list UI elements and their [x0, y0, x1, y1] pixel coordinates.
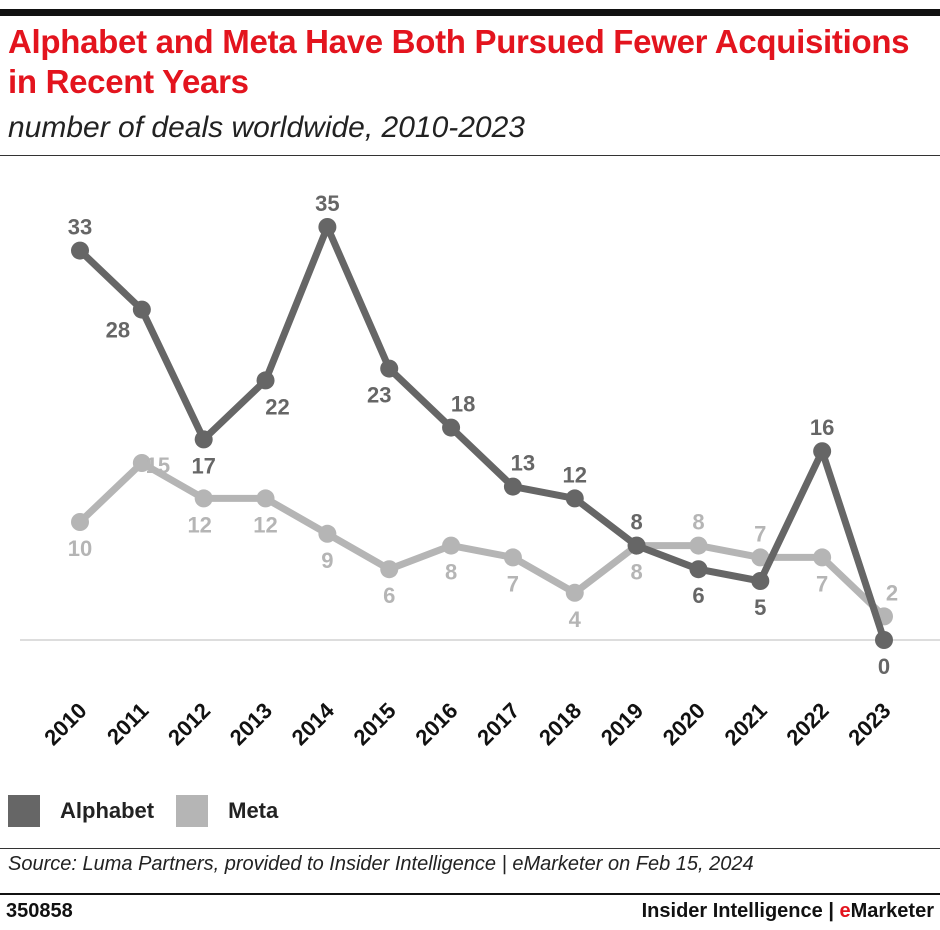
data-point-meta: [565, 583, 584, 602]
series-line-alphabet: [77, 223, 888, 642]
x-tick-label: 2015: [348, 698, 400, 750]
chart-id: 350858: [6, 900, 73, 922]
data-point-meta: [503, 548, 522, 567]
data-point-alphabet: [751, 572, 770, 590]
x-tick-label: 2021: [720, 698, 772, 750]
data-label-meta: 7: [816, 571, 828, 596]
divider: [0, 848, 940, 849]
data-label-alphabet: 23: [367, 383, 391, 408]
series-line-meta: [77, 459, 887, 619]
data-point-alphabet: [194, 430, 213, 449]
chart-subtitle: number of deals worldwide, 2010-2023: [8, 111, 525, 144]
x-tick-label: 2020: [658, 698, 710, 750]
x-tick-label: 2022: [781, 698, 833, 750]
top-bar: [0, 9, 940, 16]
data-point-alphabet: [442, 418, 461, 437]
data-label-meta: 7: [507, 571, 519, 596]
data-label-alphabet: 18: [451, 392, 475, 417]
data-label-meta: 2: [886, 580, 898, 605]
data-point-alphabet: [875, 631, 893, 649]
data-point-alphabet: [132, 300, 151, 319]
data-point-meta: [689, 536, 708, 555]
x-tick-label: 2010: [39, 698, 91, 750]
x-tick-label: 2023: [843, 698, 895, 750]
legend-swatch-meta: [176, 795, 209, 827]
data-point-meta: [813, 548, 832, 567]
data-point-alphabet: [813, 442, 832, 461]
legend: Alphabet Meta: [8, 795, 278, 827]
data-point-meta: [751, 548, 770, 567]
data-label-alphabet: 5: [754, 595, 766, 620]
x-tick-label: 2018: [534, 698, 586, 750]
data-point-alphabet: [380, 359, 399, 378]
chart-title: Alphabet and Meta Have Both Pursued Fewe…: [8, 23, 910, 100]
divider: [0, 893, 940, 895]
data-point-meta: [71, 513, 89, 531]
data-point-alphabet: [565, 489, 584, 508]
data-label-meta: 8: [692, 510, 704, 535]
data-label-meta: 12: [187, 512, 211, 537]
data-label-meta: 7: [754, 521, 766, 546]
data-label-alphabet: 28: [106, 318, 130, 343]
data-point-alphabet: [503, 477, 522, 496]
data-point-alphabet: [689, 560, 708, 579]
data-label-alphabet: 12: [563, 462, 587, 487]
data-label-meta: 10: [68, 536, 92, 561]
data-label-meta: 9: [321, 548, 333, 573]
source-note: Source: Luma Partners, provided to Insid…: [8, 853, 754, 875]
legend-label-meta: Meta: [228, 798, 279, 823]
data-label-meta: 4: [569, 607, 582, 632]
x-tick-label: 2013: [225, 698, 277, 750]
legend-swatch-alphabet: [8, 795, 40, 827]
data-label-meta: 15: [146, 453, 170, 478]
data-label-alphabet: 35: [315, 191, 339, 216]
x-tick-label: 2016: [410, 698, 462, 750]
data-label-alphabet: 0: [878, 654, 890, 679]
data-label-meta: 8: [445, 560, 457, 585]
legend-label-alphabet: Alphabet: [60, 798, 155, 823]
data-point-meta: [194, 489, 213, 508]
data-point-alphabet: [256, 371, 275, 390]
data-point-meta: [380, 560, 399, 579]
data-point-alphabet: [627, 536, 646, 555]
data-point-meta: [132, 454, 151, 472]
data-label-alphabet: 17: [191, 453, 215, 478]
data-point-meta: [256, 489, 275, 508]
x-tick-label: 2019: [596, 698, 648, 750]
brand-logo: Insider Intelligence | eMarketer: [641, 900, 934, 922]
data-label-meta: 12: [253, 512, 277, 537]
data-label-meta: 6: [383, 583, 395, 608]
x-tick-label: 2011: [102, 698, 153, 749]
divider: [0, 155, 940, 156]
data-label-alphabet: 6: [692, 583, 704, 608]
x-tick-label: 2014: [287, 697, 340, 750]
data-label-alphabet: 33: [68, 215, 92, 240]
x-tick-label: 2012: [163, 698, 215, 750]
data-label-alphabet: 16: [810, 415, 834, 440]
data-point-meta: [442, 536, 461, 555]
data-label-meta: 8: [630, 560, 642, 585]
data-point-meta: [318, 524, 337, 543]
data-point-alphabet: [71, 241, 89, 260]
data-label-alphabet: 13: [511, 451, 535, 476]
x-tick-label: 2017: [472, 698, 524, 750]
data-label-alphabet: 8: [630, 510, 642, 535]
data-point-alphabet: [318, 218, 337, 236]
plot-area: 10 15 12 12 9 6 8 7 4 8 8 7 7 2 33 28 17 22 35 23 18 13 12 8 6 5 1…: [20, 191, 940, 750]
data-label-alphabet: 22: [265, 394, 289, 419]
